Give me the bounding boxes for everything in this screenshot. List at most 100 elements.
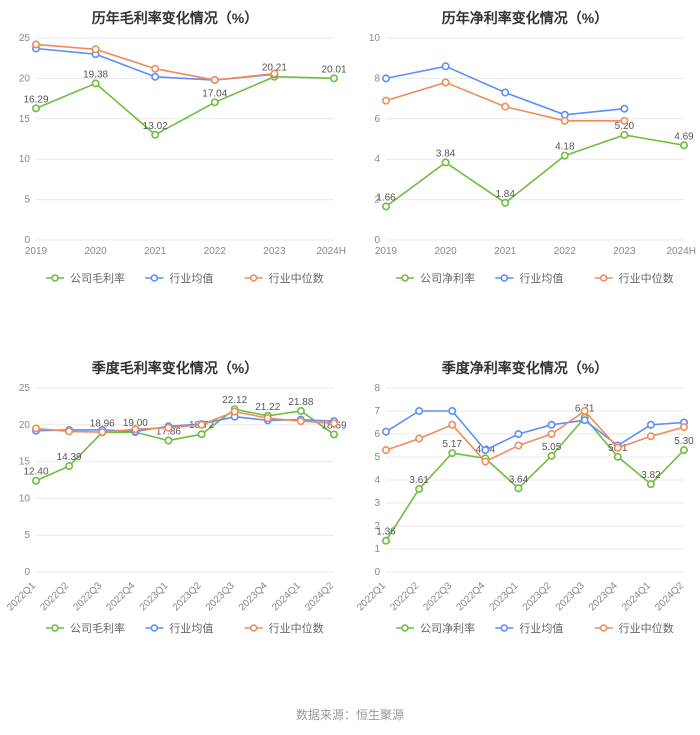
svg-text:公司毛利率: 公司毛利率 xyxy=(70,621,125,635)
svg-text:2023Q2: 2023Q2 xyxy=(521,580,554,613)
svg-text:1: 1 xyxy=(374,544,380,555)
svg-text:3.61: 3.61 xyxy=(409,475,429,486)
svg-text:12.40: 12.40 xyxy=(23,467,48,478)
svg-text:2023Q3: 2023Q3 xyxy=(554,580,587,613)
svg-text:2019: 2019 xyxy=(375,246,398,257)
svg-text:14.39: 14.39 xyxy=(57,452,82,463)
svg-text:8: 8 xyxy=(374,383,380,394)
svg-text:22.12: 22.12 xyxy=(222,395,247,406)
svg-text:2023Q4: 2023Q4 xyxy=(587,580,620,613)
svg-text:行业中位数: 行业中位数 xyxy=(269,271,324,285)
chart-svg-container: 0123456782022Q12022Q22022Q32022Q42023Q12… xyxy=(354,382,696,642)
svg-text:4: 4 xyxy=(374,154,380,165)
svg-text:2022Q2: 2022Q2 xyxy=(38,580,71,613)
svg-text:17.04: 17.04 xyxy=(202,88,227,99)
svg-text:25: 25 xyxy=(19,33,31,44)
svg-text:2024H1: 2024H1 xyxy=(666,246,696,257)
svg-text:2024Q2: 2024Q2 xyxy=(653,580,686,613)
chart-svg-container: 0510152025201920202021202220232024H116.2… xyxy=(4,32,346,292)
svg-text:10: 10 xyxy=(369,33,381,44)
data-source-footer: 数据来源：恒生聚源 xyxy=(0,700,700,735)
svg-text:2022Q3: 2022Q3 xyxy=(421,580,454,613)
svg-text:1.66: 1.66 xyxy=(376,192,396,203)
svg-text:2022Q4: 2022Q4 xyxy=(455,580,488,613)
svg-text:行业均值: 行业均值 xyxy=(169,272,213,285)
svg-text:7: 7 xyxy=(374,406,380,417)
svg-text:行业均值: 行业均值 xyxy=(169,622,213,635)
svg-text:21.88: 21.88 xyxy=(288,397,313,408)
svg-text:2021: 2021 xyxy=(494,246,517,257)
svg-text:2022Q1: 2022Q1 xyxy=(355,580,388,613)
svg-text:2023Q1: 2023Q1 xyxy=(138,580,171,613)
svg-text:2024Q1: 2024Q1 xyxy=(270,580,303,613)
svg-text:2023Q4: 2023Q4 xyxy=(237,580,270,613)
chart-title: 历年净利率变化情况（%） xyxy=(354,8,696,28)
chart-svg-container: 0246810201920202021202220232024H11.663.8… xyxy=(354,32,696,292)
svg-text:2019: 2019 xyxy=(25,246,48,257)
svg-text:15: 15 xyxy=(19,114,31,125)
svg-text:2023Q1: 2023Q1 xyxy=(488,580,521,613)
svg-text:行业中位数: 行业中位数 xyxy=(619,621,674,635)
svg-text:2020: 2020 xyxy=(84,246,107,257)
svg-text:公司毛利率: 公司毛利率 xyxy=(70,271,125,285)
svg-text:13.02: 13.02 xyxy=(143,121,168,132)
svg-text:行业均值: 行业均值 xyxy=(519,622,563,635)
panel-quarter-net: 季度净利率变化情况（%） 0123456782022Q12022Q22022Q3… xyxy=(350,350,700,700)
panel-quarter-gross: 季度毛利率变化情况（%） 05101520252022Q12022Q22022Q… xyxy=(0,350,350,700)
svg-text:10: 10 xyxy=(19,493,31,504)
svg-text:5: 5 xyxy=(24,195,30,206)
svg-text:10: 10 xyxy=(19,154,31,165)
svg-text:行业均值: 行业均值 xyxy=(519,272,563,285)
chart-title: 历年毛利率变化情况（%） xyxy=(4,8,346,28)
svg-text:3.64: 3.64 xyxy=(509,474,529,485)
svg-text:0: 0 xyxy=(24,567,30,578)
svg-text:5.05: 5.05 xyxy=(542,442,562,453)
svg-text:2020: 2020 xyxy=(434,246,457,257)
svg-text:公司净利率: 公司净利率 xyxy=(420,271,475,285)
svg-text:21.22: 21.22 xyxy=(255,402,280,413)
svg-text:25: 25 xyxy=(19,383,31,394)
svg-text:行业中位数: 行业中位数 xyxy=(269,621,324,635)
svg-text:4.69: 4.69 xyxy=(674,131,694,142)
svg-text:行业中位数: 行业中位数 xyxy=(619,271,674,285)
svg-text:2023Q3: 2023Q3 xyxy=(204,580,237,613)
svg-text:5: 5 xyxy=(374,452,380,463)
svg-text:4: 4 xyxy=(374,475,380,486)
chart-grid: 历年毛利率变化情况（%） 051015202520192020202120222… xyxy=(0,0,700,700)
svg-text:16.29: 16.29 xyxy=(23,94,48,105)
svg-text:0: 0 xyxy=(374,567,380,578)
svg-text:2023Q2: 2023Q2 xyxy=(171,580,204,613)
svg-text:6: 6 xyxy=(374,429,380,440)
svg-text:2024H1: 2024H1 xyxy=(316,246,346,257)
panel-annual-net: 历年净利率变化情况（%） 024681020192020202120222023… xyxy=(350,0,700,350)
svg-text:2024Q1: 2024Q1 xyxy=(620,580,653,613)
svg-text:2021: 2021 xyxy=(144,246,167,257)
svg-text:2022: 2022 xyxy=(204,246,227,257)
svg-text:2022Q3: 2022Q3 xyxy=(71,580,104,613)
svg-text:5: 5 xyxy=(24,530,30,541)
svg-text:20: 20 xyxy=(19,420,31,431)
svg-text:19.38: 19.38 xyxy=(83,69,108,80)
svg-text:2023: 2023 xyxy=(613,246,636,257)
svg-text:20: 20 xyxy=(19,73,31,84)
svg-text:20.01: 20.01 xyxy=(321,64,346,75)
svg-text:1.84: 1.84 xyxy=(495,189,515,200)
panel-annual-gross: 历年毛利率变化情况（%） 051015202520192020202120222… xyxy=(0,0,350,350)
svg-text:2022: 2022 xyxy=(554,246,577,257)
svg-text:3.84: 3.84 xyxy=(436,148,456,159)
svg-text:2022Q1: 2022Q1 xyxy=(5,580,38,613)
svg-text:5.17: 5.17 xyxy=(442,439,462,450)
chart-title: 季度毛利率变化情况（%） xyxy=(4,358,346,378)
svg-text:4.18: 4.18 xyxy=(555,142,575,153)
svg-text:2022Q2: 2022Q2 xyxy=(388,580,421,613)
svg-text:3: 3 xyxy=(374,498,380,509)
svg-text:2022Q4: 2022Q4 xyxy=(105,580,138,613)
svg-text:5.30: 5.30 xyxy=(674,436,694,447)
svg-text:2024Q2: 2024Q2 xyxy=(303,580,336,613)
svg-text:公司净利率: 公司净利率 xyxy=(420,621,475,635)
svg-text:8: 8 xyxy=(374,73,380,84)
svg-text:1.36: 1.36 xyxy=(376,527,396,538)
chart-svg-container: 05101520252022Q12022Q22022Q32022Q42023Q1… xyxy=(4,382,346,642)
svg-text:3.82: 3.82 xyxy=(641,470,661,481)
chart-title: 季度净利率变化情况（%） xyxy=(354,358,696,378)
